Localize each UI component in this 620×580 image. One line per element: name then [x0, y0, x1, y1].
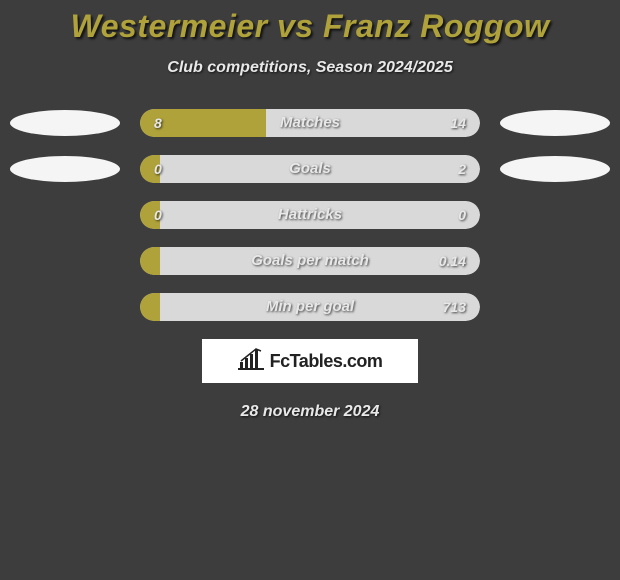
stat-row: 814Matches — [0, 109, 620, 137]
stat-bar: 713Min per goal — [140, 293, 480, 321]
stat-bar: 00Hattricks — [140, 201, 480, 229]
page-title: Westermeier vs Franz Roggow — [0, 8, 620, 45]
stat-row: 0.14Goals per match — [0, 247, 620, 275]
stat-label: Goals — [140, 155, 480, 183]
stat-row: 02Goals — [0, 155, 620, 183]
subtitle: Club competitions, Season 2024/2025 — [0, 59, 620, 77]
stat-row: 00Hattricks — [0, 201, 620, 229]
chart-icon — [238, 348, 264, 375]
stat-bar: 02Goals — [140, 155, 480, 183]
player-right-placeholder — [500, 156, 610, 182]
stat-label: Goals per match — [140, 247, 480, 275]
comparison-infographic: Westermeier vs Franz Roggow Club competi… — [0, 0, 620, 421]
player-right-placeholder — [500, 110, 610, 136]
player-left-placeholder — [10, 156, 120, 182]
stat-label: Matches — [140, 109, 480, 137]
stat-label: Min per goal — [140, 293, 480, 321]
player-left-placeholder — [10, 110, 120, 136]
stat-rows: 814Matches 02Goals 00Hattricks 0.14Goals pe… — [0, 109, 620, 321]
stat-bar: 0.14Goals per match — [140, 247, 480, 275]
logo-text: FcTables.com — [270, 351, 383, 372]
stat-bar: 814Matches — [140, 109, 480, 137]
stat-label: Hattricks — [140, 201, 480, 229]
date-text: 28 november 2024 — [0, 403, 620, 421]
logo-box: FcTables.com — [202, 339, 418, 383]
stat-row: 713Min per goal — [0, 293, 620, 321]
